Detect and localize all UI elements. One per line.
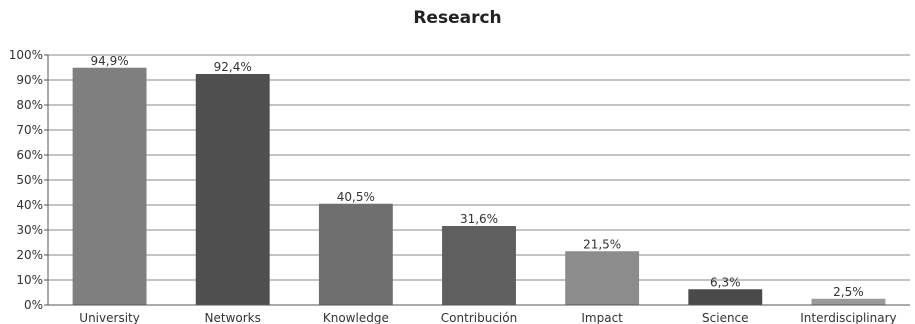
x-tick-label: Contribución xyxy=(441,311,517,324)
y-tick-label: 20% xyxy=(16,248,43,262)
x-tick-label: Interdisciplinary xyxy=(800,311,896,324)
x-tick-label: Networks xyxy=(205,311,261,324)
bar xyxy=(72,67,147,305)
x-tick-label: Knowledge xyxy=(323,311,389,324)
bar xyxy=(565,251,640,305)
x-tick-label: University xyxy=(79,311,140,324)
bar xyxy=(688,289,763,305)
bar xyxy=(195,74,270,305)
bar xyxy=(442,226,516,305)
bar xyxy=(318,203,393,305)
y-tick-label: 0% xyxy=(24,298,43,312)
x-tick-label: Impact xyxy=(581,311,623,324)
data-label: 2,5% xyxy=(833,285,864,299)
data-label: 94,9% xyxy=(91,54,129,68)
y-tick-label: 60% xyxy=(16,148,43,162)
y-tick-label: 40% xyxy=(16,198,43,212)
y-tick-label: 90% xyxy=(16,73,43,87)
data-label: 31,6% xyxy=(460,212,498,226)
data-label: 6,3% xyxy=(710,275,741,289)
x-tick-label: Science xyxy=(702,311,749,324)
data-label: 40,5% xyxy=(337,190,375,204)
y-tick-label: 80% xyxy=(16,98,43,112)
y-tick-label: 100% xyxy=(9,48,43,62)
y-tick-label: 50% xyxy=(16,173,43,187)
y-tick-label: 70% xyxy=(16,123,43,137)
data-label: 21,5% xyxy=(583,237,621,251)
bar xyxy=(811,298,886,305)
y-tick-label: 10% xyxy=(16,273,43,287)
chart-title: Research xyxy=(413,8,502,28)
y-tick-label: 30% xyxy=(16,223,43,237)
data-label: 92,4% xyxy=(214,60,252,74)
